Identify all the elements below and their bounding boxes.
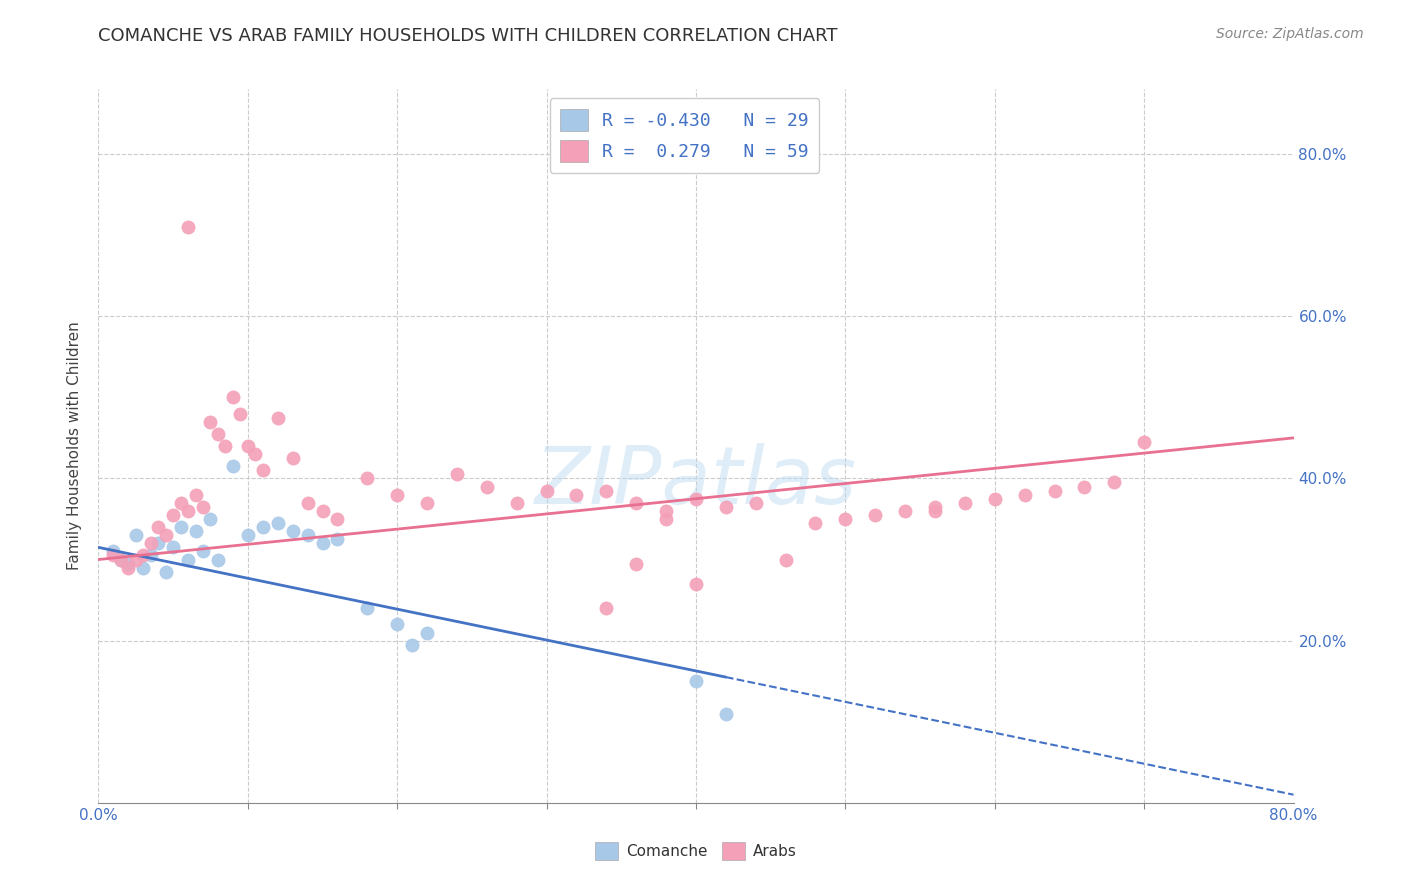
Point — [326, 512, 349, 526]
Point — [207, 426, 229, 441]
Point — [775, 552, 797, 566]
Point — [252, 463, 274, 477]
Point — [207, 552, 229, 566]
Point — [446, 467, 468, 482]
Point — [103, 544, 125, 558]
Point — [356, 471, 378, 485]
Point — [685, 674, 707, 689]
Point — [416, 496, 439, 510]
Point — [200, 415, 222, 429]
Point — [595, 483, 617, 498]
Point — [148, 520, 170, 534]
Point — [169, 520, 191, 534]
Text: COMANCHE VS ARAB FAMILY HOUSEHOLDS WITH CHILDREN CORRELATION CHART: COMANCHE VS ARAB FAMILY HOUSEHOLDS WITH … — [98, 27, 838, 45]
Point — [714, 706, 737, 721]
Point — [139, 549, 162, 563]
Point — [626, 557, 648, 571]
Point — [177, 504, 200, 518]
Point — [281, 524, 304, 538]
Point — [155, 565, 177, 579]
Point — [252, 520, 274, 534]
Point — [103, 549, 125, 563]
Point — [177, 220, 200, 235]
Point — [655, 512, 678, 526]
Point — [536, 483, 558, 498]
Point — [385, 617, 409, 632]
Point — [655, 504, 678, 518]
Point — [110, 552, 132, 566]
Point — [281, 451, 304, 466]
Point — [626, 496, 648, 510]
Text: ZIPatlas: ZIPatlas — [534, 442, 858, 521]
Point — [385, 488, 409, 502]
Point — [236, 439, 259, 453]
Point — [685, 491, 707, 506]
Point — [132, 560, 155, 574]
Point — [924, 500, 946, 514]
Point — [236, 528, 259, 542]
Point — [565, 488, 588, 502]
Point — [267, 516, 290, 530]
Point — [953, 496, 976, 510]
Point — [297, 496, 319, 510]
Point — [214, 439, 236, 453]
Point — [804, 516, 827, 530]
Point — [162, 508, 184, 522]
Point — [714, 500, 737, 514]
Point — [894, 504, 917, 518]
Point — [311, 536, 333, 550]
Point — [117, 560, 139, 574]
Point — [162, 541, 184, 555]
Point — [834, 512, 856, 526]
Point — [745, 496, 768, 510]
Point — [595, 601, 617, 615]
Point — [506, 496, 529, 510]
Point — [191, 544, 214, 558]
Point — [356, 601, 378, 615]
Point — [984, 491, 1007, 506]
Point — [416, 625, 439, 640]
Point — [1102, 475, 1125, 490]
Point — [125, 552, 148, 566]
Point — [1043, 483, 1066, 498]
Point — [222, 390, 245, 404]
Point — [267, 410, 290, 425]
Point — [139, 536, 162, 550]
Text: Source: ZipAtlas.com: Source: ZipAtlas.com — [1216, 27, 1364, 41]
Point — [1014, 488, 1036, 502]
Point — [401, 638, 423, 652]
Y-axis label: Family Households with Children: Family Households with Children — [67, 322, 83, 570]
Point — [169, 496, 191, 510]
Point — [132, 549, 155, 563]
Point — [1073, 479, 1095, 493]
Point — [184, 524, 207, 538]
Point — [222, 459, 245, 474]
Point — [311, 504, 333, 518]
Point — [245, 447, 267, 461]
Point — [125, 528, 148, 542]
Point — [685, 577, 707, 591]
Point — [148, 536, 170, 550]
Point — [184, 488, 207, 502]
Point — [475, 479, 498, 493]
Point — [191, 500, 214, 514]
Point — [200, 512, 222, 526]
Point — [1133, 434, 1156, 449]
Point — [155, 528, 177, 542]
Point — [229, 407, 252, 421]
Point — [297, 528, 319, 542]
Point — [110, 552, 132, 566]
Point — [177, 552, 200, 566]
Point — [117, 557, 139, 571]
Legend: Comanche, Arabs: Comanche, Arabs — [589, 836, 803, 866]
Point — [924, 504, 946, 518]
Point — [863, 508, 887, 522]
Point — [326, 533, 349, 547]
